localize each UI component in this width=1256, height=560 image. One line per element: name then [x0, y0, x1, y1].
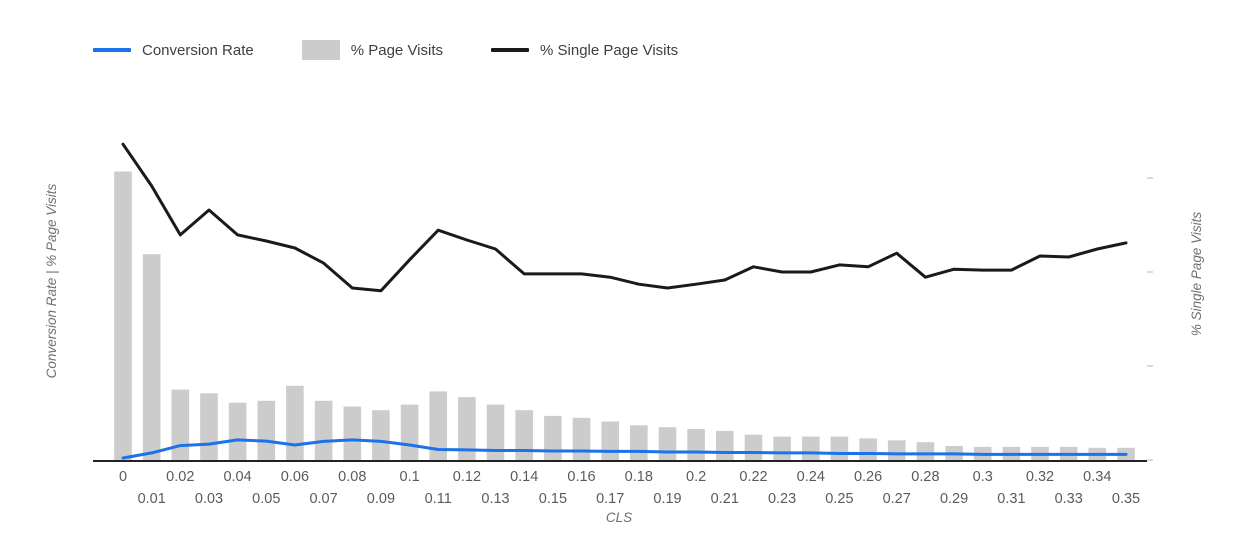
svg-text:0.1: 0.1 — [400, 469, 420, 485]
svg-text:0.08: 0.08 — [338, 469, 366, 485]
svg-text:0.31: 0.31 — [997, 491, 1025, 507]
svg-text:0.04: 0.04 — [223, 469, 251, 485]
legend-item-conversion-rate: Conversion Rate — [93, 42, 254, 59]
svg-text:0.06: 0.06 — [281, 469, 309, 485]
svg-text:0.15: 0.15 — [539, 491, 567, 507]
legend-line-swatch-icon — [491, 48, 530, 52]
svg-text:0.21: 0.21 — [711, 491, 739, 507]
svg-text:0.14: 0.14 — [510, 469, 538, 485]
svg-text:0.07: 0.07 — [309, 491, 337, 507]
svg-text:0.16: 0.16 — [567, 469, 595, 485]
svg-text:0.12: 0.12 — [453, 469, 481, 485]
svg-text:0.34: 0.34 — [1083, 469, 1111, 485]
svg-text:0.2: 0.2 — [686, 469, 706, 485]
svg-text:0.03: 0.03 — [195, 491, 223, 507]
svg-text:0.24: 0.24 — [797, 469, 825, 485]
svg-text:0.05: 0.05 — [252, 491, 280, 507]
svg-text:0.29: 0.29 — [940, 491, 968, 507]
legend-box-swatch-icon — [301, 40, 340, 60]
legend-label-conversion-rate: Conversion Rate — [142, 41, 254, 59]
svg-text:0.3: 0.3 — [973, 469, 993, 485]
single-page-visits-line — [121, 142, 1128, 293]
svg-text:0.32: 0.32 — [1026, 469, 1054, 485]
svg-text:0.17: 0.17 — [596, 491, 624, 507]
svg-text:0.23: 0.23 — [768, 491, 796, 507]
svg-text:0.35: 0.35 — [1112, 491, 1140, 507]
conversion-rate-line — [121, 438, 1128, 460]
svg-text:0.25: 0.25 — [825, 491, 853, 507]
svg-text:0.19: 0.19 — [653, 491, 681, 507]
right-axis-ticks — [1147, 177, 1153, 461]
svg-text:0: 0 — [119, 469, 127, 485]
svg-text:0.33: 0.33 — [1055, 491, 1083, 507]
svg-text:0.02: 0.02 — [166, 469, 194, 485]
svg-text:0.28: 0.28 — [911, 469, 939, 485]
svg-text:0.22: 0.22 — [739, 469, 767, 485]
svg-text:0.09: 0.09 — [367, 491, 395, 507]
svg-text:0.26: 0.26 — [854, 469, 882, 485]
legend-label-page-visits: % Page Visits — [350, 41, 444, 59]
svg-text:0.11: 0.11 — [425, 491, 452, 507]
legend-label-single-page-visits: % Single Page Visits — [540, 41, 679, 59]
legend: Conversion Rate % Page Visits % Single P… — [93, 40, 678, 60]
x-axis-tick-labels: 0 0.010.020.030.040.050.060.070.080.09 0.1… — [119, 469, 1140, 507]
svg-text:0.13: 0.13 — [481, 491, 509, 507]
legend-item-single-page-visits: % Single Page Visits — [491, 42, 678, 59]
legend-line-swatch-icon — [93, 48, 131, 52]
svg-text:0.01: 0.01 — [138, 491, 166, 507]
svg-text:0.27: 0.27 — [883, 491, 911, 507]
bars-page-visits — [114, 171, 1135, 461]
svg-text:0.18: 0.18 — [625, 469, 653, 485]
legend-item-page-visits: % Page Visits — [301, 40, 444, 60]
x-axis-title: CLS — [605, 510, 633, 525]
